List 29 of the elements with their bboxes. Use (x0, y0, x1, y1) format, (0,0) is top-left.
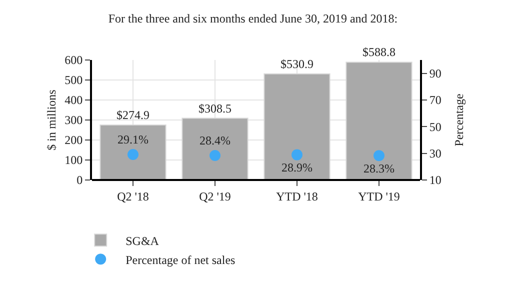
y-tick-label: 0 (76, 173, 83, 188)
legend-label: Percentage of net sales (126, 252, 236, 267)
data-label: 29.1% (118, 132, 148, 147)
data-label: $530.9 (280, 56, 314, 71)
y2-tick-label: 10 (429, 173, 442, 188)
y-tick-label: 500 (64, 73, 83, 88)
legend-label: SG&A (126, 234, 160, 248)
y2-tick-label: 30 (429, 146, 442, 161)
y-tick-label: 400 (64, 93, 83, 108)
data-label: $308.5 (198, 101, 232, 116)
y-tick-label: 200 (64, 133, 83, 148)
y2-tick-label: 50 (429, 120, 442, 134)
y2-axis-title: Percentage (452, 94, 466, 146)
y-tick-label: 600 (64, 53, 83, 68)
chart-title: For the three and six months ended June 30, 2019 and 2018: (108, 12, 398, 26)
y2-tick-label: 70 (429, 93, 442, 108)
y2-tick-label: 90 (429, 66, 442, 81)
x-tick-label: YTD '19 (358, 189, 400, 204)
x-tick-label: Q2 '18 (117, 189, 149, 204)
x-tick-label: Q2 '19 (199, 189, 231, 204)
y-tick-label: 300 (64, 113, 83, 128)
data-label: $274.9 (116, 108, 150, 122)
data-label: 28.4% (200, 134, 230, 148)
y-tick-label: 100 (64, 153, 83, 168)
data-label: 28.3% (364, 161, 394, 176)
data-label: $588.8 (362, 45, 396, 60)
data-label: 28.9% (282, 160, 312, 175)
x-tick-label: YTD '18 (276, 189, 318, 204)
y-axis-title: $ in millions (44, 89, 58, 150)
